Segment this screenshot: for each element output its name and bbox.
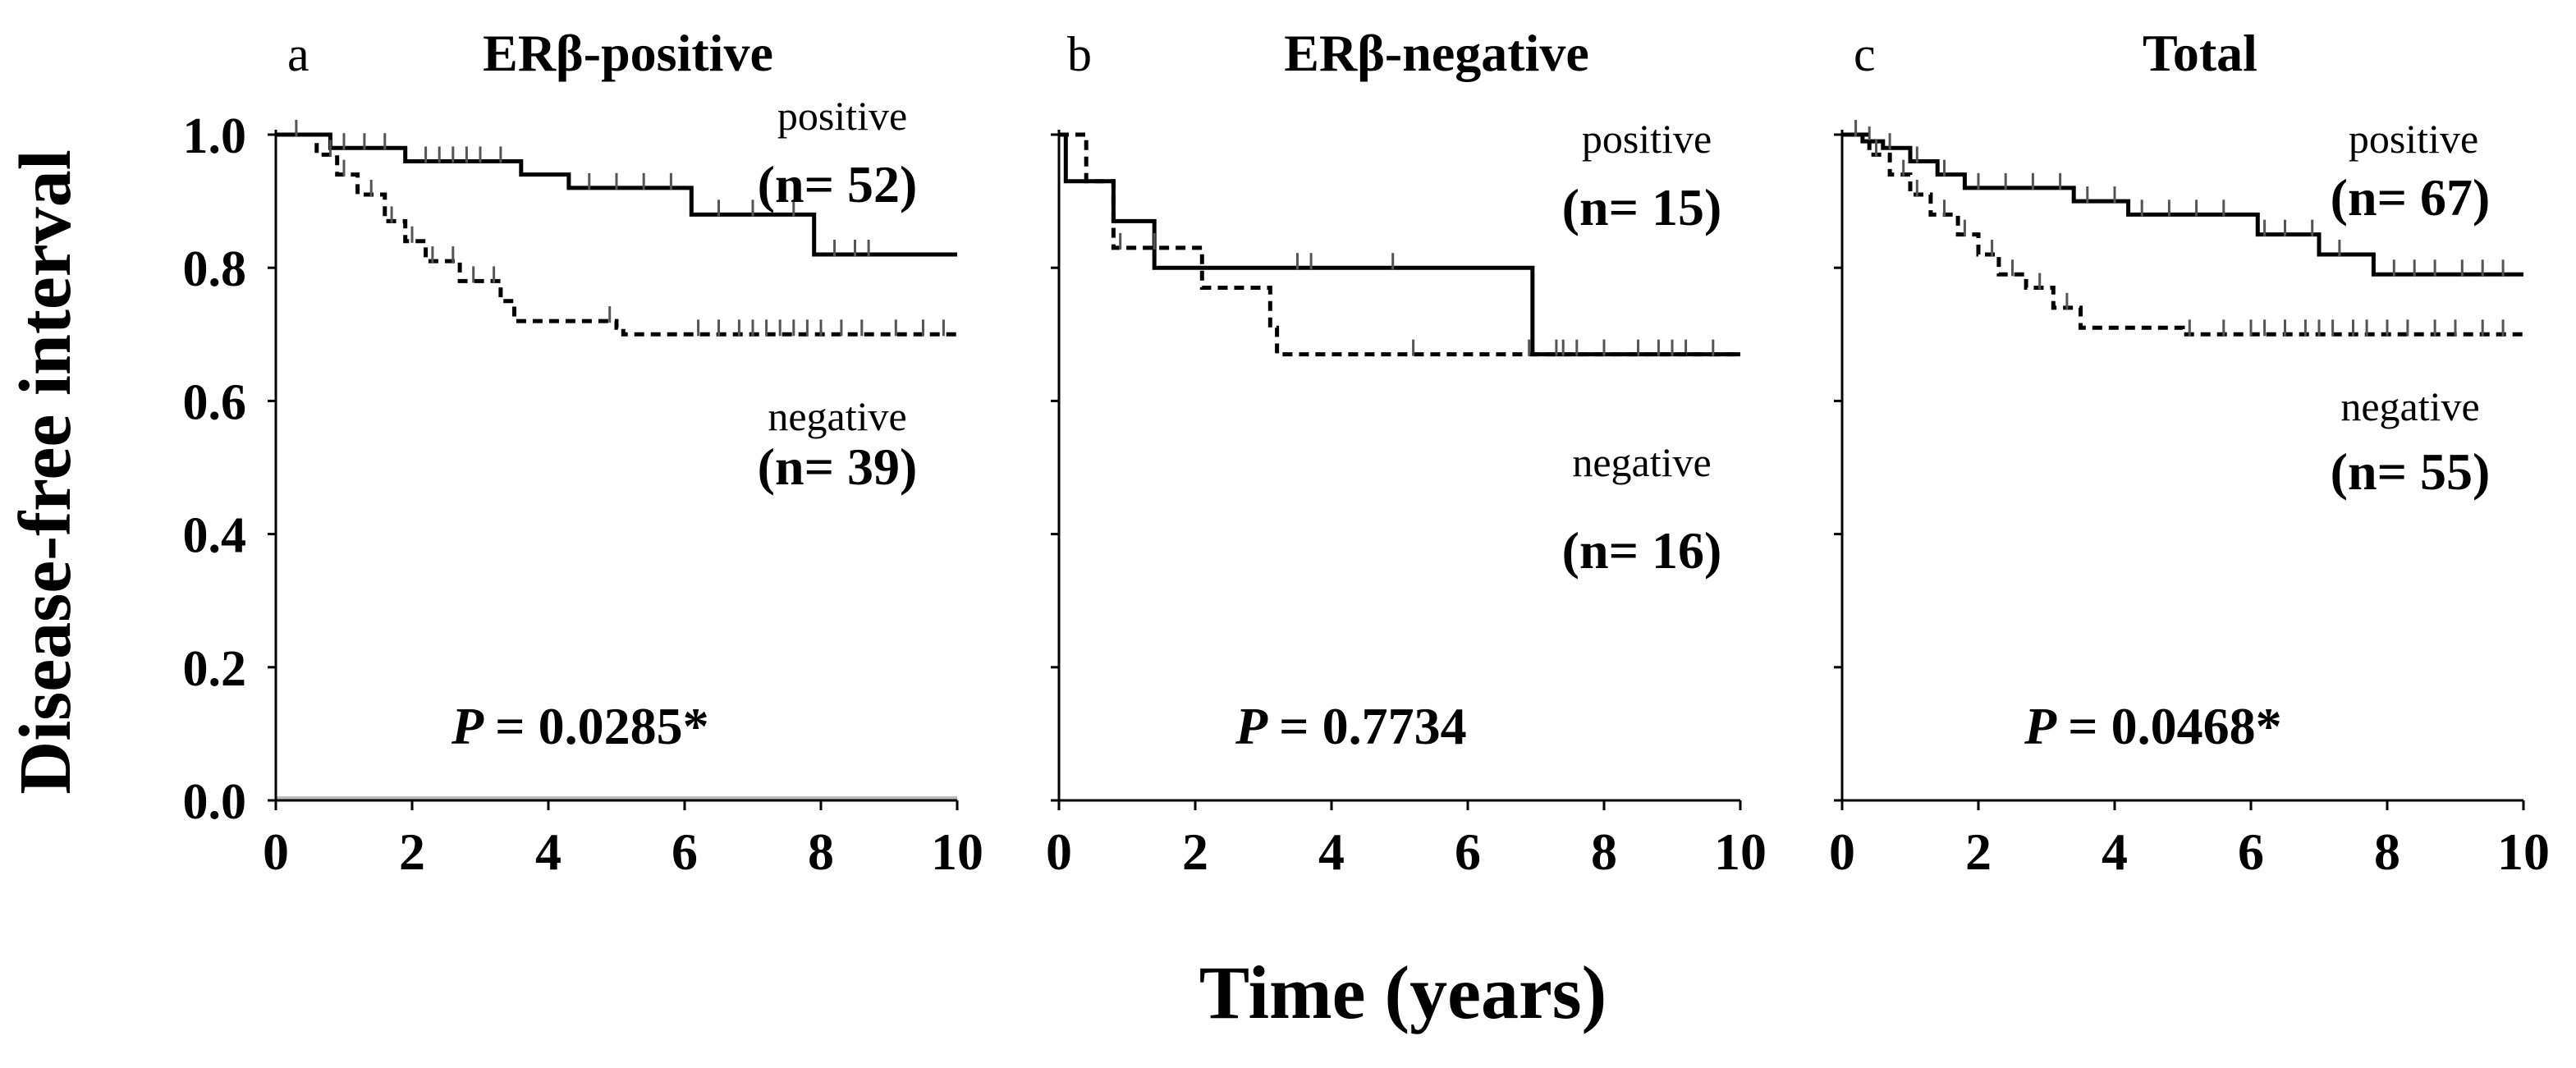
panel-b-p-value: P = 0.7734	[1235, 697, 1467, 755]
panel-b-curves	[1059, 132, 1740, 357]
y-tick-label: 0.8	[183, 241, 247, 297]
panel-b-x-tick-label: 0	[1046, 823, 1072, 881]
panel-b-x-tick-label: 4	[1318, 823, 1345, 881]
panel-b-axes: 0 2 4 6 8 10	[1046, 130, 1767, 881]
panel-c-letter: c	[1854, 27, 1876, 81]
panel-b-positive-curve	[1059, 132, 1740, 357]
panel-c-curves	[1842, 120, 2523, 337]
panel-a-positive-label: positive	[777, 93, 907, 139]
panel-b-title: ERβ-negative	[1284, 24, 1588, 82]
panel-b-negative-curve	[1059, 132, 1740, 357]
panel-a-title: ERβ-positive	[483, 24, 773, 82]
panel-c-x-tick-label: 10	[2497, 823, 2550, 881]
panel-b-positive-n: (n= 15)	[1562, 178, 1722, 236]
panel-a-letter: a	[287, 27, 309, 81]
panel-c: c Total 0 2 4 6 8 10 positive (n= 67) negativ…	[1829, 24, 2550, 881]
y-tick-label: 0.4	[183, 508, 247, 564]
y-tick-label: 0.0	[183, 774, 247, 830]
y-tick-label: 0.6	[183, 374, 247, 430]
panel-a-negative-label: negative	[768, 393, 906, 439]
panel-c-p-value: P = 0.0468*	[2024, 697, 2282, 755]
panel-c-title: Total	[2143, 24, 2257, 82]
panel-b-x-tick-label: 10	[1714, 823, 1767, 881]
panel-a-negative-curve	[276, 132, 957, 337]
panel-a-axes: 0.0 0.2 0.4 0.6 0.8 1.0 0 2 4 6 8 10	[183, 108, 984, 881]
panel-a-positive-n: (n= 52)	[758, 155, 918, 213]
panel-c-x-tick-label: 2	[1965, 823, 1992, 881]
panel-b-x-tick-label: 8	[1591, 823, 1617, 881]
panel-c-x-tick-label: 6	[2238, 823, 2264, 881]
panel-c-negative-n: (n= 55)	[2331, 442, 2491, 501]
panel-c-positive-n: (n= 67)	[2331, 168, 2491, 227]
panel-b: b ERβ-negative 0 2 4 6 8 10 positive (n= 15) …	[1046, 24, 1767, 881]
panel-c-x-tick-label: 0	[1829, 823, 1855, 881]
panel-a-negative-n: (n= 39)	[758, 438, 918, 496]
panel-a-x-tick-label: 10	[931, 823, 983, 881]
panel-b-negative-label: negative	[1572, 439, 1711, 485]
y-tick-label: 0.2	[183, 641, 247, 697]
panel-a-curves	[276, 120, 957, 337]
panel-c-axes: 0 2 4 6 8 10	[1829, 130, 2550, 881]
y-axis-label: Disease-free interval	[5, 149, 86, 795]
panel-a-x-tick-label: 4	[535, 823, 561, 881]
panel-a-p-value: P = 0.0285*	[451, 697, 709, 755]
panel-c-negative-curve	[1842, 132, 2523, 337]
panel-b-x-tick-label: 2	[1182, 823, 1208, 881]
x-axis-label: Time (years)	[1199, 951, 1607, 1034]
panel-b-positive-label: positive	[1582, 116, 1712, 162]
panel-a-x-tick-label: 8	[808, 823, 834, 881]
panel-b-letter: b	[1067, 27, 1092, 81]
panel-b-x-tick-label: 6	[1455, 823, 1481, 881]
panel-a-x-tick-label: 0	[263, 823, 289, 881]
panel-c-x-tick-label: 8	[2374, 823, 2400, 881]
panel-a-x-tick-label: 2	[399, 823, 425, 881]
panel-a-x-tick-label: 6	[672, 823, 698, 881]
y-tick-label: 1.0	[183, 108, 247, 164]
panel-c-positive-label: positive	[2349, 116, 2478, 162]
panel-a: a ERβ-positive 0.0 0.2 0.4 0.6 0.8 1.0 0 2 4 6 8 10…	[183, 24, 984, 881]
panel-c-positive-curve	[1842, 132, 2523, 277]
panel-b-negative-n: (n= 16)	[1562, 521, 1722, 580]
panel-c-x-tick-label: 4	[2102, 823, 2128, 881]
panel-c-negative-label: negative	[2340, 383, 2479, 429]
